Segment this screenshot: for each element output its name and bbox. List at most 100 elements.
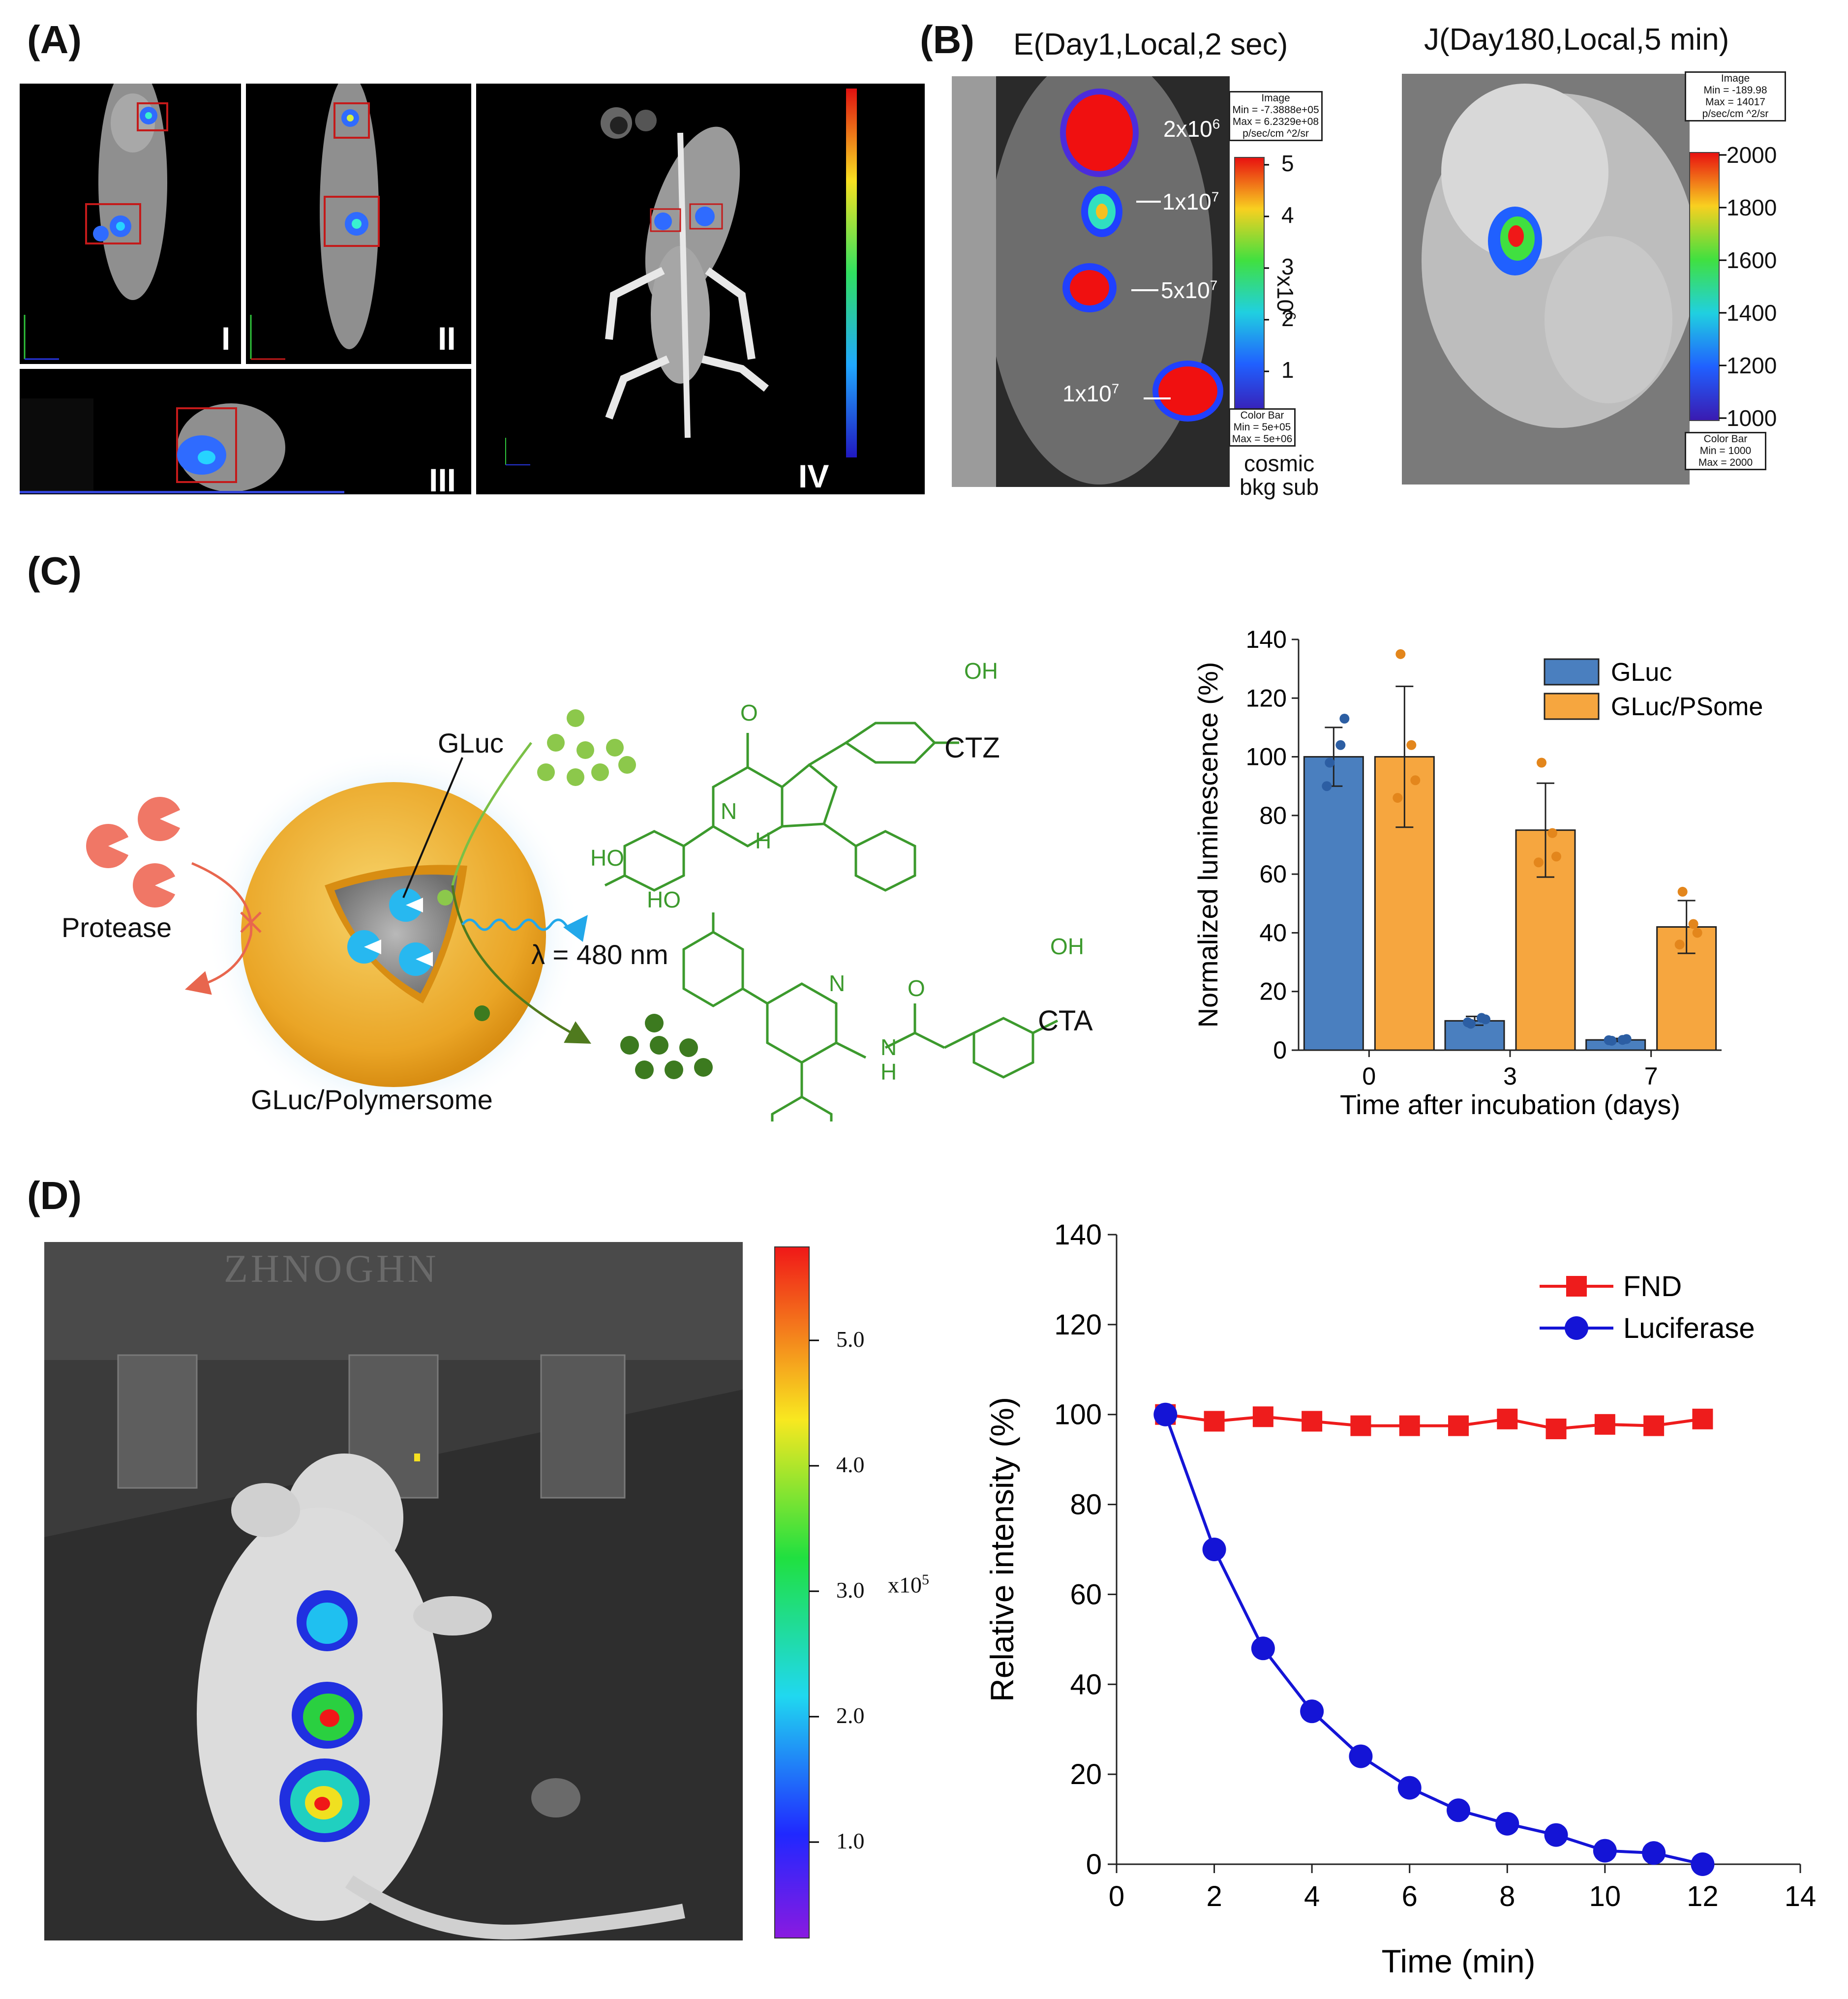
c-data-point — [1325, 757, 1335, 768]
d-y-axis-label: Relative intensity (%) — [984, 1397, 1020, 1702]
ct-view-sagittal: II — [246, 84, 471, 364]
colorbar-left-tick-1: 1 — [1281, 357, 1294, 383]
spot-label-4: 1x107 — [1062, 381, 1120, 406]
d-x-tick-label: 4 — [1304, 1880, 1320, 1912]
cta-oh-label: OH — [1050, 934, 1084, 959]
ctz-oh-label: OH — [964, 658, 998, 684]
colorbar-d-tick-1: 1.0 — [836, 1828, 865, 1853]
d-marker-fnd — [1399, 1415, 1420, 1436]
relative-intensity-line-chart: 0 20 40 60 80 100 120 140 0 2 4 6 8 10 12 14 FND Lucifera… — [984, 1219, 1817, 1979]
d-x-tick-label: 14 — [1785, 1880, 1817, 1912]
d-marker-fnd — [1204, 1411, 1225, 1432]
c-data-point — [1393, 793, 1403, 803]
image-info-box-left: Image Min = -7.3888e+05 Max = 6.2329e+08… — [1229, 91, 1323, 141]
panel-a-label: (A) — [27, 18, 82, 61]
colorbar-d-unit: x105 — [888, 1572, 929, 1598]
d-marker-luciferase — [1349, 1744, 1373, 1768]
c-data-point — [1621, 1034, 1632, 1044]
cta-h-label: H — [880, 1059, 897, 1085]
c-data-point — [1395, 649, 1406, 659]
colorbar-info-box-left: Color Bar Min = 5e+05 Max = 5e+06 — [1229, 408, 1296, 447]
d-line-luciferase — [1164, 1414, 1703, 1866]
colorbar-d-tick-3: 3.0 — [836, 1577, 865, 1603]
colorbar-left-unit: x106 — [1272, 275, 1299, 320]
ct-view-3d: IV — [476, 84, 925, 494]
colorbar-d-tick-5: 5.0 — [836, 1327, 865, 1352]
ctz-o-label: O — [740, 700, 758, 726]
colorbar-right-tick-1600: 1600 — [1727, 247, 1777, 273]
view-label-ii: II — [438, 320, 456, 357]
view-label-iv: IV — [798, 458, 829, 494]
d-marker-luciferase — [1300, 1699, 1324, 1724]
d-x-tick-label: 6 — [1402, 1880, 1418, 1912]
background-subtraction-note: cosmic bkg sub — [1240, 451, 1319, 500]
mouse-bli-image: ZHNOGHN — [44, 1242, 743, 1940]
d-x-tick-label: 0 — [1109, 1880, 1124, 1912]
c-y-tick-label: 120 — [1246, 684, 1287, 712]
cta-o-label: O — [908, 975, 925, 1001]
c-data-point — [1339, 714, 1350, 724]
c-data-point — [1688, 919, 1698, 929]
panel-c-label: (C) — [27, 549, 82, 593]
c-data-point — [1406, 740, 1417, 750]
wavelength-label: λ = 480 nm — [531, 939, 668, 970]
d-marker-fnd — [1302, 1411, 1323, 1432]
ct-view-coronal: I — [20, 84, 241, 364]
d-marker-fnd — [1448, 1415, 1469, 1436]
d-marker-fnd — [1350, 1415, 1371, 1436]
c-legend-label: GLuc/PSome — [1611, 693, 1763, 721]
c-y-tick-label: 140 — [1246, 626, 1287, 653]
d-y-tick-label: 100 — [1054, 1399, 1102, 1431]
d-legend-label: Luciferase — [1623, 1312, 1755, 1344]
d-x-tick-label: 10 — [1589, 1880, 1621, 1912]
ctz-h-label: H — [755, 828, 771, 853]
cta-ho-label: HO — [647, 887, 681, 912]
c-data-point — [1677, 886, 1688, 897]
d-y-tick-label: 0 — [1086, 1848, 1102, 1880]
bli-image-left: 2x106 1x107 5x107 1x107 — [952, 76, 1230, 487]
ct-view-transverse: III — [20, 369, 471, 494]
d-marker-fnd — [1594, 1414, 1615, 1435]
spot-label-2: 1x107 — [1162, 189, 1219, 214]
c-legend-label: GLuc — [1611, 658, 1672, 687]
d-marker-luciferase — [1691, 1852, 1715, 1876]
c-data-point — [1534, 857, 1544, 868]
colorbar-d — [774, 1246, 819, 1938]
d-y-tick-label: 120 — [1054, 1309, 1102, 1341]
d-marker-luciferase — [1447, 1798, 1470, 1822]
c-y-tick-label: 60 — [1259, 860, 1287, 888]
colorbar-left-tick-4: 4 — [1281, 202, 1294, 228]
d-marker-fnd — [1692, 1408, 1713, 1429]
c-data-point — [1463, 1017, 1473, 1028]
c-y-tick-label: 100 — [1246, 743, 1287, 771]
colorbar-right-tick-1200: 1200 — [1727, 353, 1777, 378]
colorbar-d-tick-2: 2.0 — [836, 1703, 865, 1728]
colorbar-right — [1689, 152, 1727, 421]
d-legend-marker — [1566, 1276, 1587, 1297]
view-label-iii: III — [429, 462, 456, 494]
c-legend-swatch — [1544, 693, 1600, 720]
cta-label: CTA — [1038, 1005, 1093, 1037]
d-y-tick-label: 80 — [1070, 1489, 1102, 1521]
protease-label: Protease — [61, 912, 172, 943]
c-x-tick-label: 3 — [1503, 1062, 1517, 1090]
d-marker-luciferase — [1202, 1538, 1226, 1561]
d-marker-fnd — [1545, 1418, 1567, 1439]
view-label-i: I — [221, 320, 231, 357]
cta-n-label: N — [829, 970, 845, 996]
c-x-axis-label: Time after incubation (days) — [1340, 1089, 1680, 1120]
d-marker-luciferase — [1642, 1841, 1666, 1865]
panel-b-right-title: J(Day180,Local,5 min) — [1424, 23, 1729, 57]
image-info-box-right: Image Min = -189.98 Max = 14017 p/sec/cm… — [1685, 71, 1786, 121]
cta-nh-label: N — [880, 1034, 897, 1060]
d-marker-fnd — [1497, 1408, 1518, 1429]
c-x-tick-label: 0 — [1362, 1062, 1376, 1090]
c-y-tick-label: 20 — [1259, 978, 1287, 1005]
d-legend-label: FND — [1623, 1271, 1682, 1302]
colorbar-right-tick-1800: 1800 — [1727, 195, 1777, 220]
colorbar-right-tick-1000: 1000 — [1727, 405, 1777, 431]
polymersome-schematic: GLuc Protease λ = 480 nm GLuc/Polymersom… — [61, 658, 1093, 1121]
d-y-tick-label: 40 — [1070, 1668, 1102, 1700]
c-bar-gluc — [1303, 756, 1364, 1051]
colorbar-left-tick-2: 2 — [1281, 305, 1294, 331]
